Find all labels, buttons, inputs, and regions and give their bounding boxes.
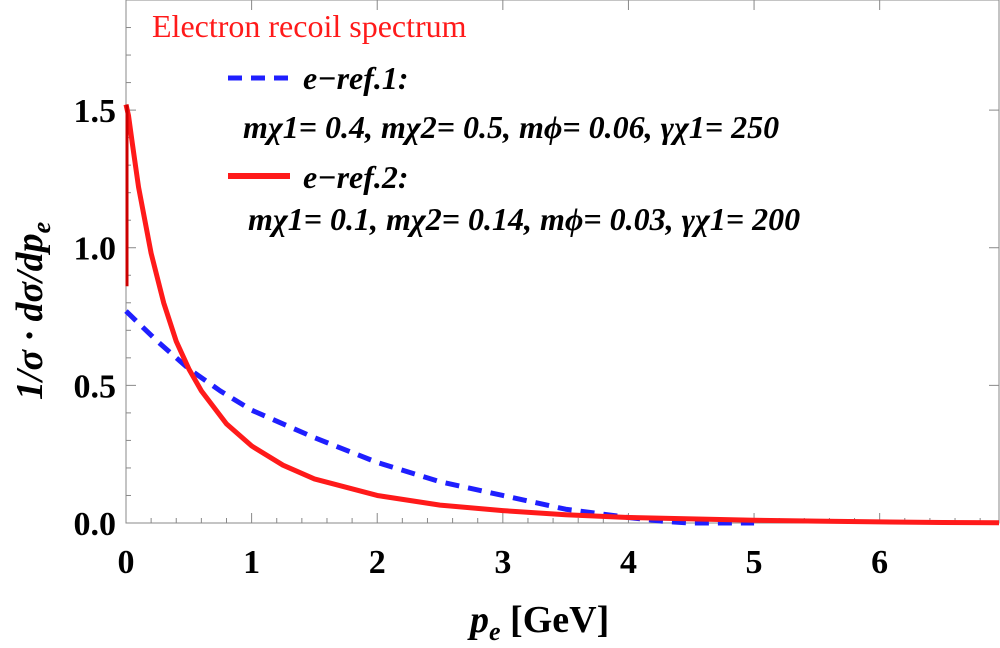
x-tick-label: 0 xyxy=(118,544,135,581)
y-tick-label: 0.0 xyxy=(74,506,117,543)
x-tick-label: 4 xyxy=(620,544,637,581)
x-tick-label: 5 xyxy=(746,544,763,581)
legend: e−ref.1: mχ1= 0.4, mχ2= 0.5, mϕ= 0.06, γ… xyxy=(228,60,800,237)
series-ref1-line xyxy=(124,309,755,526)
x-axis-label-unit: [GeV] xyxy=(501,599,610,641)
legend-label-ref2: e−ref.2: xyxy=(303,159,409,195)
series-layer xyxy=(123,104,1000,526)
x-tick-label: 3 xyxy=(494,544,511,581)
y-tick-label: 0.5 xyxy=(74,368,117,405)
y-axis-label-sub: e xyxy=(27,222,56,234)
legend-label-ref1: e−ref.1: xyxy=(303,60,409,96)
x-tick-label: 2 xyxy=(369,544,386,581)
chart-title: Electron recoil spectrum xyxy=(152,8,467,44)
y-axis-label-main: 1/σ · dσ/dp xyxy=(9,233,51,400)
x-axis-label-sub: e xyxy=(489,617,501,646)
x-tick-label: 6 xyxy=(871,544,888,581)
x-tick-label: 1 xyxy=(243,544,260,581)
x-axis-label: pe [GeV] xyxy=(467,599,609,646)
y-tick-label: 1.5 xyxy=(74,93,117,130)
y-axis-ticks: 0.0 0.5 1.0 1.5 xyxy=(74,27,999,543)
legend-params-ref1: mχ1= 0.4, mχ2= 0.5, mϕ= 0.06, γχ1= 250 xyxy=(243,109,779,145)
legend-params-ref2: mχ1= 0.1, mχ2= 0.14, mϕ= 0.03, γχ1= 200 xyxy=(248,201,800,237)
y-axis-label: 1/σ · dσ/dpe xyxy=(9,222,56,400)
y-tick-label: 1.0 xyxy=(74,231,117,268)
x-axis-label-main: p xyxy=(467,599,489,641)
x-axis-ticks: 0 1 2 3 4 5 6 xyxy=(118,0,981,581)
series-ref2-line xyxy=(123,104,1000,526)
